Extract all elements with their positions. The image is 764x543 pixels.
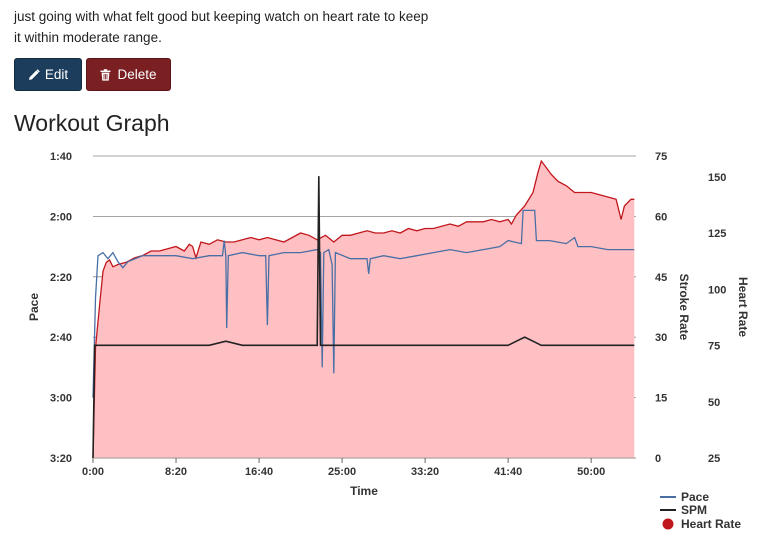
heart-rate-area [93,161,635,458]
stroke-rate-tick-label: 30 [655,332,667,344]
edit-button-label: Edit [44,67,69,82]
legend-spm-label: SPM [681,503,707,517]
pace-line [92,209,635,398]
workout-graph-title: Workout Graph [14,110,170,136]
x-tick-label: 8:20 [165,466,187,478]
x-tick-label: 0:00 [82,466,104,478]
x-tick-label: 41:40 [494,466,522,478]
x-axis-title: Time [350,484,378,498]
legend-heart-rate-label: Heart Rate [681,517,741,531]
delete-button-label: Delete [117,67,157,82]
heart-rate-tick-label: 150 [708,172,726,184]
edit-button[interactable]: Edit [14,58,82,91]
stroke-rate-axis-title: Stroke Rate [677,274,691,341]
heart-rate-tick-label: 75 [708,341,720,353]
stroke-rate-tick-label: 0 [655,453,661,465]
spm-line [92,176,635,459]
pace-tick-label: 2:40 [50,332,72,344]
x-tick-label: 25:00 [328,466,356,478]
legend-pace-label: Pace [681,490,709,504]
pencil-icon [28,68,40,81]
legend-heart-rate-swatch [662,518,674,530]
pace-tick-label: 2:00 [50,211,72,223]
delete-button[interactable]: Delete [86,58,171,91]
pace-tick-label: 1:40 [50,151,72,163]
stroke-rate-tick-label: 60 [655,211,667,223]
workout-description: just going with what felt good but keepi… [14,9,429,45]
stroke-rate-tick-label: 15 [655,393,667,405]
pace-tick-label: 2:20 [50,272,72,284]
stroke-rate-tick-label: 75 [655,151,667,163]
heart-rate-tick-label: 50 [708,397,720,409]
heart-rate-axis-title: Heart Rate [736,277,750,337]
pace-tick-label: 3:00 [50,393,72,405]
pace-axis-title: Pace [27,293,41,321]
heart-rate-tick-label: 125 [708,228,726,240]
heart-rate-tick-label: 25 [708,453,720,465]
heart-rate-tick-label: 100 [708,284,726,296]
x-tick-label: 16:40 [245,466,273,478]
workout-graph: 1:402:002:202:403:003:207560453015015012… [27,151,750,531]
x-tick-label: 50:00 [577,466,605,478]
pace-tick-label: 3:20 [50,453,72,465]
heart-rate-line [92,159,635,459]
trash-icon [100,68,112,81]
x-tick-label: 33:20 [411,466,439,478]
stroke-rate-tick-label: 45 [655,272,667,284]
